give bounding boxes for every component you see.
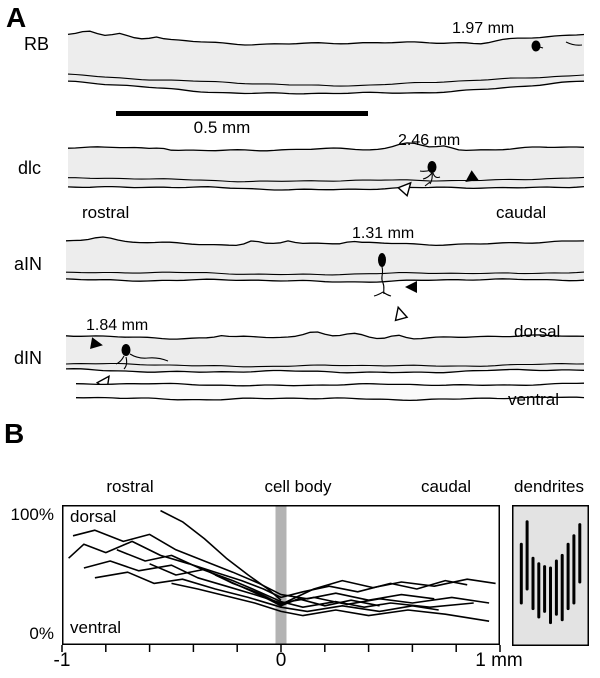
cord-ventral-edge xyxy=(75,396,585,402)
open-arrowhead xyxy=(396,181,412,198)
strip-label-rb: RB xyxy=(24,34,50,54)
cord-fill xyxy=(66,237,584,283)
cord-dorsal-edge xyxy=(75,382,585,387)
neurite xyxy=(429,171,433,185)
scale-bar-label: 0.5 mm xyxy=(193,118,251,137)
y-axis-label-100: 100% xyxy=(10,505,54,524)
neurite xyxy=(424,181,431,187)
strip-label-ain: aIN xyxy=(14,254,43,274)
cord-dorsal-edge xyxy=(67,30,585,46)
neurite xyxy=(565,41,583,46)
label-caudal-a: caudal xyxy=(496,203,547,222)
label-rostral-b: rostral xyxy=(106,477,154,496)
cord-fill xyxy=(68,142,584,190)
cord-inner-line xyxy=(65,271,585,276)
cord-fill xyxy=(76,383,584,401)
cord-dorsal-edge xyxy=(65,331,585,340)
x-tick-label-0: 0 xyxy=(275,650,287,671)
x-tick-label-minus1: -1 xyxy=(53,650,71,671)
soma xyxy=(427,161,437,173)
neuron-trace xyxy=(171,582,490,622)
neurite xyxy=(115,355,125,365)
cord-fill xyxy=(66,332,584,373)
cell-body-band xyxy=(275,506,287,644)
cord-ventral-edge xyxy=(67,185,585,191)
open-arrowhead xyxy=(394,305,409,322)
measurement-ain: 1.31 mm xyxy=(352,225,415,242)
soma xyxy=(378,253,386,267)
filled-arrowhead xyxy=(90,337,103,350)
label-dorsal-b: dorsal xyxy=(70,507,117,526)
cord-dorsal-edge xyxy=(65,236,585,247)
neuron-trace xyxy=(214,574,380,607)
neuron-trace xyxy=(68,540,468,599)
neuron-trace xyxy=(149,563,496,606)
panel-a-label: A xyxy=(6,2,27,33)
measurement-rb: 1.97 mm xyxy=(452,20,515,37)
label-rostral-a: rostral xyxy=(82,203,130,222)
cord-ventral-edge xyxy=(67,80,585,95)
plot-frame xyxy=(62,505,500,645)
strip-label-dlc: dlc xyxy=(18,158,42,178)
label-dendrites: dendrites xyxy=(514,477,584,496)
neurite xyxy=(123,356,128,370)
neurite xyxy=(432,172,441,179)
filled-arrowhead xyxy=(405,281,417,293)
cord-dorsal-edge xyxy=(67,142,585,152)
measurement-dlc: 2.46 mm xyxy=(398,132,461,149)
label-caudal-b: caudal xyxy=(420,477,472,496)
x-tick-label-1mm: 1 mm xyxy=(475,650,523,671)
neuron-trace xyxy=(72,529,435,601)
scale-bar xyxy=(116,111,368,116)
label-ventral-a: ventral xyxy=(508,390,560,409)
measurement-din: 1.84 mm xyxy=(86,317,149,334)
spinal-cord-drawings xyxy=(65,30,585,402)
cord-inner-line xyxy=(65,362,585,368)
label-dorsal-a: dorsal xyxy=(514,322,561,341)
neurite xyxy=(129,353,169,362)
label-ventral-b: ventral xyxy=(70,618,122,637)
cord-inner-line xyxy=(67,73,585,87)
cord-ventral-edge xyxy=(65,368,585,374)
cord-ventral-edge xyxy=(65,278,585,283)
dendrite-extent-chart xyxy=(61,505,501,652)
filled-arrowhead xyxy=(465,170,479,183)
soma xyxy=(531,40,541,52)
neuron-trace xyxy=(160,509,282,601)
neurite xyxy=(382,291,392,297)
neurite xyxy=(422,172,433,180)
strip-label-din: dIN xyxy=(14,348,43,368)
cord-fill xyxy=(68,31,584,94)
neuron-trace xyxy=(116,549,474,608)
y-axis-label-0: 0% xyxy=(29,624,54,643)
neuron-trace xyxy=(94,571,439,613)
dendrites-panel xyxy=(512,505,589,646)
neurite xyxy=(373,291,384,297)
soma xyxy=(121,344,131,356)
neurite xyxy=(381,266,385,295)
panel-b-label: B xyxy=(4,418,25,449)
cord-inner-line xyxy=(68,176,585,183)
label-cell-body: cell body xyxy=(264,477,332,496)
